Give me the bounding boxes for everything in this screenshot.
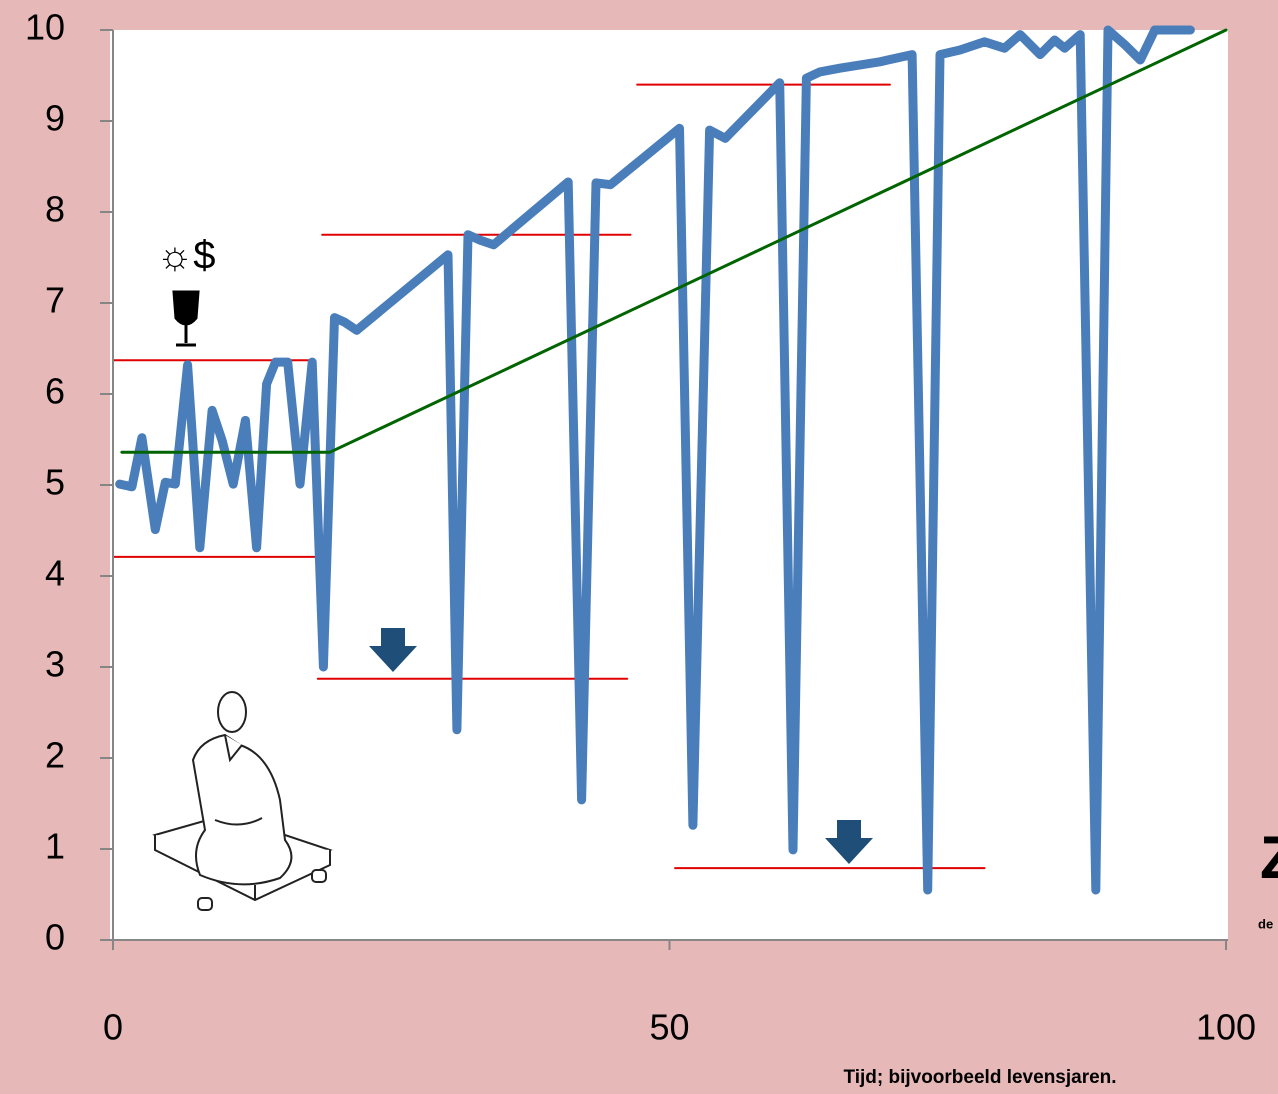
y-tick-label: 10 [25, 7, 65, 48]
y-tick-label: 4 [45, 553, 65, 594]
y-tick-label: 8 [45, 189, 65, 230]
logo-text: Z [1260, 824, 1278, 891]
logo-subtext: de [1258, 916, 1273, 931]
y-tick-label: 1 [45, 826, 65, 867]
y-tick-label: 9 [45, 98, 65, 139]
y-tick-label: 5 [45, 462, 65, 503]
y-tick-label: 6 [45, 371, 65, 412]
x-tick-label: 50 [649, 1007, 689, 1048]
chart: ☼$ Z de Tijd; bijvoorbeeld levensjaren. … [0, 0, 1278, 1094]
x-axis-label: Tijd; bijvoorbeeld levensjaren. [843, 1067, 1116, 1088]
y-tick-label: 3 [45, 644, 65, 685]
y-tick-label: 7 [45, 280, 65, 321]
x-tick-label: 0 [103, 1007, 123, 1048]
y-tick-label: 0 [45, 917, 65, 958]
y-tick-label: 2 [45, 735, 65, 776]
x-tick-label: 100 [1196, 1007, 1256, 1048]
annotation: ☼$ [157, 234, 216, 278]
